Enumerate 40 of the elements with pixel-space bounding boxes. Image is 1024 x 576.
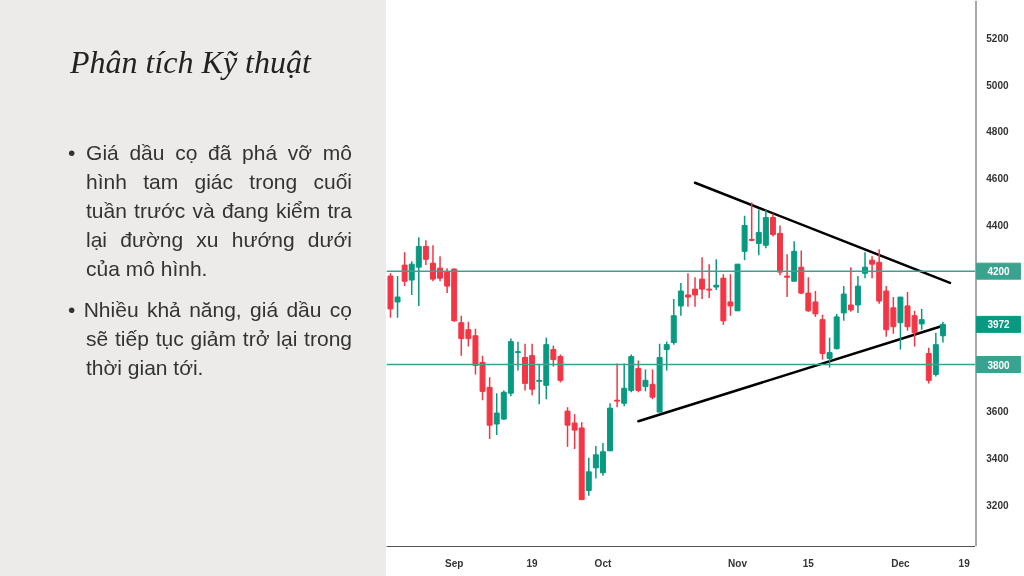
candlestick [826,336,833,369]
candlestick [918,308,925,331]
y-tick-label: 5000 [986,79,1009,91]
candlestick [614,362,621,408]
y-tick-label: 3600 [986,406,1009,418]
text: Phân tích Kỹ thuật [70,43,313,82]
x-tick-label: Sep [445,557,464,569]
y-tick-label: 3200 [986,499,1009,511]
candlestick [939,321,946,344]
y-tick-label: 4400 [986,219,1009,231]
x-tick-label: Oct [594,557,612,569]
candlestick [585,457,592,497]
candlestick [649,368,656,401]
y-tick-label: 5200 [986,32,1009,44]
text: • Giá dầu cọ đã phá vỡ mô hình tam giác trong cuối tuần trước và đang kiểm tra lại đường xu hướng dưới của mô hình. [68,139,352,282]
candlestick [784,253,791,298]
candlestick [642,368,649,393]
x-tick-label: 19 [526,557,539,569]
x-tick-label: Nov [728,557,748,569]
candlestick [422,239,429,266]
candlestick [840,285,847,322]
candlestick [394,275,401,319]
candlestick [677,282,684,317]
candlestick [854,275,861,314]
candlestick [663,340,670,372]
candlestick [401,251,408,287]
candlestick [847,266,854,313]
y-tick-label: 4800 [986,126,1009,138]
ref-line-label: 3800 [987,359,1011,371]
y-tick-label: 3400 [986,452,1009,464]
candlestick [635,359,642,394]
text: 3972 [987,319,1011,331]
x-tick-label: 15 [802,557,815,569]
candlestick [748,201,755,243]
ref-line-label: 4200 [987,266,1011,278]
x-tick-label: 19 [958,557,971,569]
text: • Nhiều khả năng, giá dầu cọ sẽ tiếp tục giảm trở lại trong thời gian tới. [68,296,352,381]
y-tick-label: 4600 [986,172,1009,184]
x-tick-label: Dec [891,557,911,569]
candlestick [713,258,720,291]
